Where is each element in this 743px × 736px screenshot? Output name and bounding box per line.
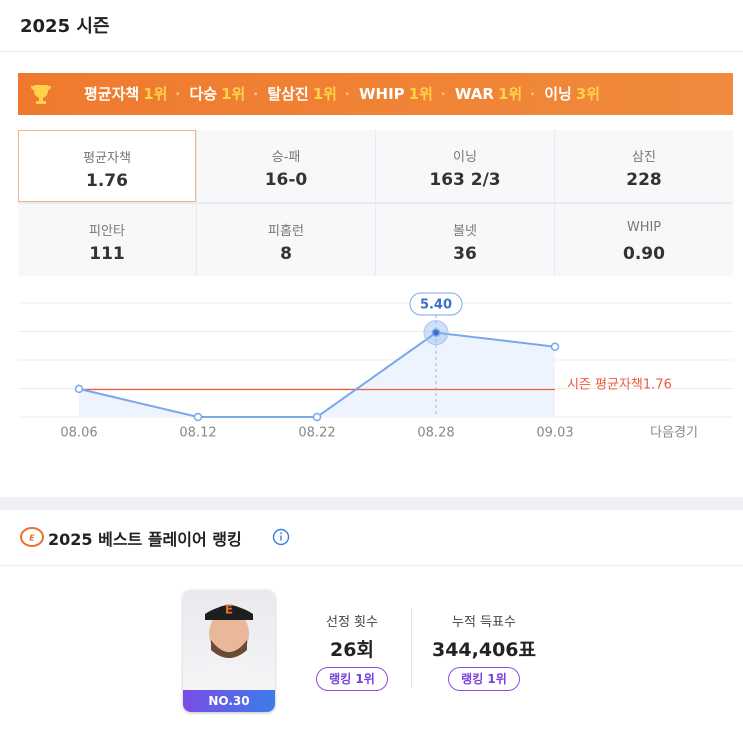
area	[79, 332, 555, 417]
svg-text:E: E	[225, 603, 233, 617]
divider	[0, 51, 743, 52]
point	[193, 412, 203, 422]
stat-cell: 피홈런 8	[197, 204, 375, 276]
stat-value: 0.90	[623, 244, 665, 264]
x-tick-label: 09.03	[536, 426, 573, 441]
banner-label: WAR	[454, 85, 494, 103]
stat-cell: 볼넷 36	[376, 204, 554, 276]
divider	[0, 565, 743, 566]
banner-rank: 1위	[497, 85, 523, 103]
player-photo: E	[189, 603, 269, 690]
chart: 시즌 평균자책1.76 08.06 08.12 08.22 08.28 5.40 09.03…	[18, 292, 733, 441]
stat-value: 8	[280, 244, 292, 264]
stat-value: 16-0	[264, 170, 308, 190]
value-label: 5.40	[420, 298, 452, 313]
info-icon[interactable]	[272, 528, 290, 546]
reference-label: 시즌 평균자책1.76	[567, 377, 672, 392]
separator: ·	[440, 87, 446, 101]
stat-cell[interactable]: 평균자책 1.76	[18, 130, 196, 202]
x-tick-label: 08.28	[417, 426, 454, 441]
separator: ·	[530, 87, 535, 101]
stat-label: 이닝	[453, 150, 477, 165]
banner-label: 평균자책	[84, 85, 140, 103]
banner-rank: 1위	[221, 85, 246, 103]
x-tick-label: 다음경기	[650, 426, 698, 441]
stat-cell: 승-패 16-0	[197, 130, 375, 202]
rank-stat-value: 26회	[330, 639, 374, 661]
banner-item: 다승 1위	[189, 73, 245, 115]
stat-label: 피안타	[89, 224, 125, 239]
banner-label: 이닝	[544, 85, 572, 103]
separator: ·	[253, 87, 258, 101]
reference-label: 시즌 평균자책	[567, 377, 643, 392]
banner-label: 다승	[189, 85, 218, 103]
stat-label: 승-패	[271, 150, 301, 165]
divider	[411, 608, 412, 688]
banner-item: WHIP 1위	[359, 73, 433, 115]
stats-grid: 평균자책 1.76 승-패 16-0 이닝 163 2/3 삼진 228 피안타 111 피홈런 8 볼…	[18, 130, 733, 276]
rank-pill: 랭킹 1위	[316, 667, 388, 691]
banner-item: WAR 1위	[455, 73, 522, 115]
rank-stat-label: 누적 득표수	[452, 615, 516, 630]
team-logo: E	[20, 527, 44, 547]
stat-value: 228	[626, 170, 662, 190]
stat-value: 163 2/3	[429, 170, 501, 190]
player-card[interactable]: E NO.30	[183, 590, 275, 712]
rank-stat-label: 선정 횟수	[326, 615, 378, 630]
section-gap	[0, 497, 743, 510]
point	[431, 328, 441, 337]
trophy-icon	[31, 85, 51, 104]
banner-rank: 3위	[575, 85, 601, 103]
point	[312, 412, 322, 422]
x-tick-label: 08.12	[179, 426, 216, 441]
x-tick-label: 08.22	[298, 426, 335, 441]
separator: ·	[344, 87, 350, 101]
x-tick-label: 08.06	[60, 426, 97, 441]
point	[550, 342, 560, 351]
banner-rank: 1위	[312, 85, 337, 103]
stat-label: 평균자책	[83, 151, 131, 166]
banner: 평균자책 1위 · 다승 1위 · 탈삼진 1위 · WHIP 1위 · WAR 1위 · 이닝 3위	[18, 73, 733, 115]
stat-label: 피홈런	[268, 224, 304, 239]
stat-cell: 이닝 163 2/3	[376, 130, 554, 202]
point	[74, 384, 84, 394]
rank-pill: 랭킹 1위	[448, 667, 520, 691]
banner-rank: 1위	[408, 85, 433, 103]
banner-label: WHIP	[358, 85, 405, 103]
stat-value: 1.76	[86, 171, 128, 191]
value-label-box	[409, 292, 463, 316]
player-number: NO.30	[183, 690, 275, 712]
banner-label: 탈삼진	[267, 85, 309, 103]
stat-value: 36	[453, 244, 477, 264]
reference-value: 1.76	[643, 377, 672, 392]
stat-value: 111	[89, 244, 125, 264]
rank-stat-value: 344,406표	[431, 639, 537, 661]
header-title: 2025 시즌	[20, 16, 110, 37]
stat-label: WHIP	[626, 220, 662, 235]
separator: ·	[175, 87, 181, 101]
svg-text:E: E	[29, 534, 35, 543]
stat-label: 볼넷	[453, 224, 477, 239]
banner-item: 평균자책 1위	[84, 73, 167, 115]
stat-cell: 피안타 111	[18, 204, 196, 276]
banner-rank: 1위	[143, 85, 168, 103]
ranking-title: 2025 베스트 플레이어 랭킹	[48, 530, 242, 549]
stat-label: 삼진	[632, 150, 656, 165]
banner-item: 탈삼진 1위	[267, 73, 337, 115]
stat-cell: WHIP 0.90	[555, 204, 733, 276]
stat-cell: 삼진 228	[555, 130, 733, 202]
banner-item: 이닝 3위	[544, 73, 600, 115]
